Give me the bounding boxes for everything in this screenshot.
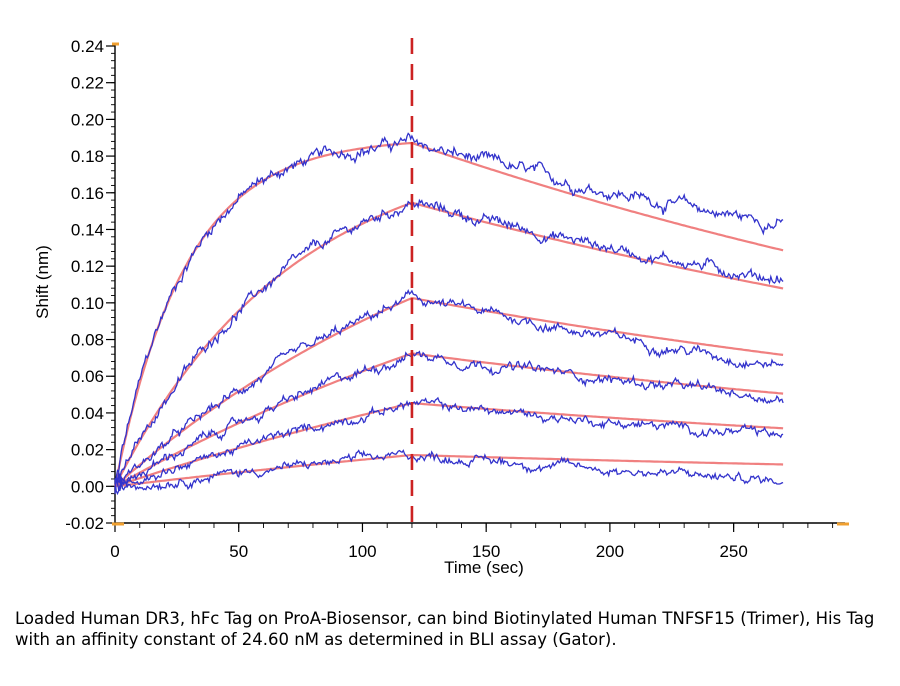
curve-4-fit-line: [114, 352, 784, 488]
y-tick-label: 0.20: [71, 110, 104, 129]
y-tick-label: 0.04: [71, 404, 104, 423]
sensorgram-chart: -0.02 0.00 0.02 0.04 0.06 0.08 0.10 0.12 0.14 0.1…: [33, 37, 849, 577]
y-tick-label: 0.00: [71, 477, 104, 496]
measured-curves: [114, 132, 784, 496]
y-tick-label: 0.08: [71, 331, 104, 350]
y-tick-label: -0.02: [65, 514, 104, 533]
y-tick-label: 0.12: [71, 257, 104, 276]
x-tick-label: 200: [596, 542, 624, 561]
y-tick-label: 0.14: [71, 220, 104, 239]
y-tick-label: 0.16: [71, 184, 104, 203]
y-axis-title: Shift (nm): [33, 245, 52, 319]
x-tick-label: 50: [229, 542, 248, 561]
y-tick-label: 0.24: [71, 37, 104, 56]
x-tick-label: 0: [110, 542, 119, 561]
x-tick-label: 150: [472, 542, 500, 561]
y-tick-label: 0.10: [71, 294, 104, 313]
curve-4-measured-line: [114, 350, 784, 491]
y-tick-label: 0.06: [71, 367, 104, 386]
x-tick-label: 100: [348, 542, 376, 561]
curve-2-measured-line: [114, 198, 784, 488]
curve-5-measured-line: [114, 396, 784, 492]
y-tick-label: 0.22: [71, 74, 104, 93]
curve-2-fit-line: [114, 201, 784, 487]
y-tick-label: 0.18: [71, 147, 104, 166]
curve-1-fit-line: [113, 141, 784, 487]
curve-3-fit-line: [114, 296, 784, 488]
x-tick-label: 250: [719, 542, 747, 561]
figure-caption: Loaded Human DR3, hFc Tag on ProA-Biosen…: [15, 609, 875, 649]
curve-1-measured-line: [114, 132, 784, 485]
curve-3-measured-line: [114, 289, 784, 495]
curve-6-measured-line: [114, 449, 784, 496]
axes-layer: -0.02 0.00 0.02 0.04 0.06 0.08 0.10 0.12 0.14 0.1…: [65, 37, 849, 561]
y-tick-label: 0.02: [71, 441, 104, 460]
x-axis-title: Time (sec): [444, 558, 524, 577]
curve-6-fit-line: [114, 453, 784, 488]
